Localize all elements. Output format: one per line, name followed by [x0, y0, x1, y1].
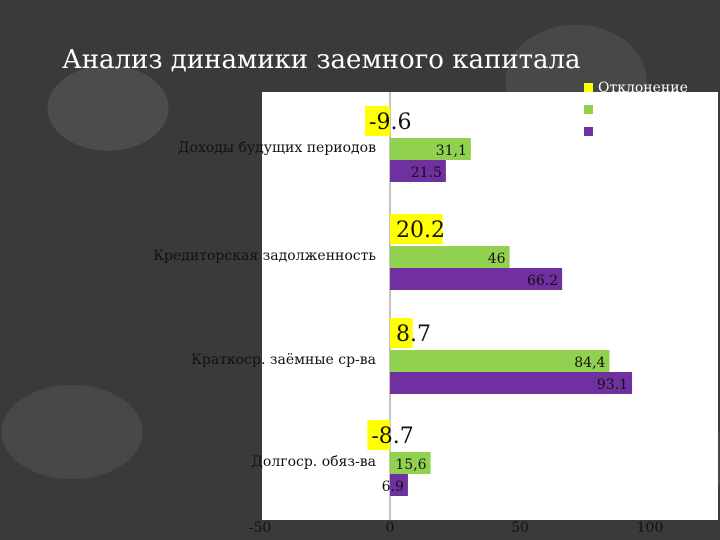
bar-previous-year-1 [390, 138, 471, 160]
bar-deviation-4 [367, 420, 390, 450]
data-label-previous-year-3: 84,4 [574, 355, 605, 371]
bar-previous-year-4 [390, 452, 431, 474]
data-label-previous-year-2: 46 [488, 251, 506, 267]
category-label-4: Долгоср. обяз-ва [252, 454, 376, 470]
x-tick-label-2: 0 [386, 520, 395, 536]
data-label-previous-year-4: 15,6 [395, 457, 426, 473]
category-label-2: Кредиторская задолженность [153, 248, 376, 264]
bar-deviation-3 [390, 318, 413, 348]
data-label-current-year-4: 6.9 [382, 479, 404, 495]
category-label-3: Краткоср. заёмные ср-ва [191, 352, 376, 368]
bar-current-year-3 [390, 372, 633, 394]
category-label-1: Доходы будущих периодов [178, 140, 376, 156]
bar-previous-year-2 [390, 246, 510, 268]
data-label-deviation-1: -9.6 [369, 110, 411, 135]
legend-swatch-current-year [584, 127, 593, 136]
x-tick-label-1: -50 [249, 520, 272, 536]
data-label-deviation-3: 8.7 [396, 322, 431, 347]
data-label-previous-year-1: 31,1 [436, 143, 467, 159]
data-label-current-year-1: 21.5 [411, 165, 442, 181]
legend-label-current-year: Отчетный год [598, 124, 702, 140]
legend-swatch-previous-year [584, 105, 593, 114]
legend-label-deviation: Отклонение [598, 80, 688, 96]
bar-deviation-1 [365, 106, 390, 136]
x-tick-label-4: 100 [637, 520, 664, 536]
legend-label-previous-year: Прошлый год [598, 102, 699, 118]
plot-area [262, 92, 718, 520]
bar-previous-year-3 [390, 350, 610, 372]
bar-deviation-2 [390, 214, 443, 244]
bar-current-year-1 [390, 160, 446, 182]
data-label-current-year-3: 93.1 [597, 377, 628, 393]
data-label-current-year-2: 66.2 [527, 273, 558, 289]
bar-current-year-2 [390, 268, 563, 290]
bar-current-year-4 [390, 474, 408, 496]
unit-label: % [657, 201, 686, 236]
data-label-deviation-4: -8.7 [371, 424, 413, 449]
data-label-deviation-2: 20.2 [396, 218, 445, 243]
legend-swatch-deviation [584, 83, 593, 92]
x-tick-label-3: 50 [511, 520, 529, 536]
chart-title: Анализ динамики заемного капитала [62, 45, 581, 75]
